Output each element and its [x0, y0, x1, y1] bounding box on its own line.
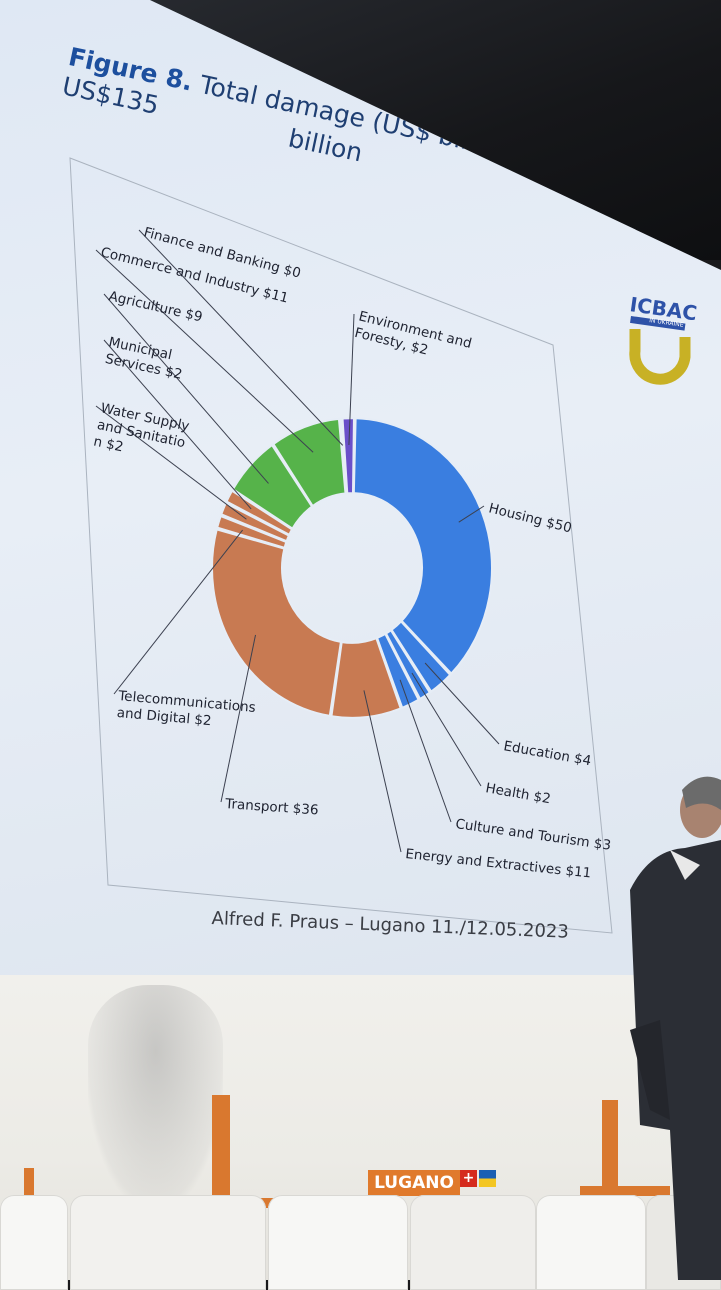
leader-lines: [95, 229, 500, 853]
slice-label: Education $4: [502, 738, 592, 769]
donut-slices: [211, 417, 493, 719]
icbac-logo: ICBAC IN UKRAINE: [628, 292, 699, 385]
slide: Figure 8. Total damage (US$ billion): US…: [60, 42, 699, 943]
donut-slice-housing: [352, 417, 493, 676]
slice-label: Water Supplyand Sanitation $2: [92, 400, 191, 468]
donut-chart: Housing $50 Education $4 Health $2 Culture …: [92, 224, 612, 881]
donut-slice-energy-and-extractives: [330, 636, 402, 719]
leader-line: [103, 339, 252, 510]
chairs-row: [0, 1195, 721, 1290]
chair: [0, 1195, 68, 1290]
leader-line: [220, 634, 257, 803]
leader-line: [95, 405, 247, 520]
leader-line: [399, 679, 452, 823]
ukraine-flag-icon: [479, 1170, 496, 1187]
slice-label: Health $2: [484, 780, 552, 807]
slice-label: Environment andForesty, $2: [353, 308, 473, 368]
leader-line: [348, 313, 355, 446]
slice-label: Transport $36: [224, 796, 319, 819]
speaker-person: [630, 776, 721, 1280]
slice-label: Agriculture $9: [107, 288, 204, 325]
slice-label: Housing $50: [487, 500, 573, 536]
leader-line: [424, 662, 500, 745]
leader-line: [363, 690, 402, 853]
donut-slice-transport: [211, 528, 343, 718]
lugano-sign: LUGANO: [368, 1170, 460, 1196]
slice-label: Telecommunicationsand Digital $2: [115, 688, 256, 733]
leader-line: [95, 249, 314, 453]
leader-line: [113, 529, 244, 695]
leader-line: [458, 505, 485, 523]
stage-trim-right: [580, 1186, 670, 1196]
tower-left-icon: [212, 1095, 230, 1205]
slice-label: Energy and Extractives $11: [405, 846, 592, 881]
donut-slice-commerce-and-industry: [272, 417, 347, 508]
leader-line: [103, 293, 269, 484]
leader-line: [138, 229, 344, 446]
tower-right-icon: [602, 1100, 618, 1195]
donut-slice-environment-and-foresty: [341, 417, 355, 495]
person-shadow: [88, 985, 223, 1205]
chair: [536, 1195, 646, 1290]
slice-labels: Housing $50 Education $4 Health $2 Culture …: [92, 224, 612, 881]
chart-frame: [69, 157, 613, 934]
leader-line: [411, 672, 482, 787]
slice-label: MunicipalServices $2: [104, 334, 188, 383]
chair: [70, 1195, 266, 1290]
logo-subtext: IN UKRAINE: [649, 317, 684, 329]
chair: [410, 1195, 536, 1290]
tower-small-icon: [24, 1168, 34, 1208]
slice-label: Culture and Tourism $3: [454, 816, 612, 854]
chair: [268, 1195, 408, 1290]
swiss-flag-icon: +: [460, 1170, 477, 1187]
